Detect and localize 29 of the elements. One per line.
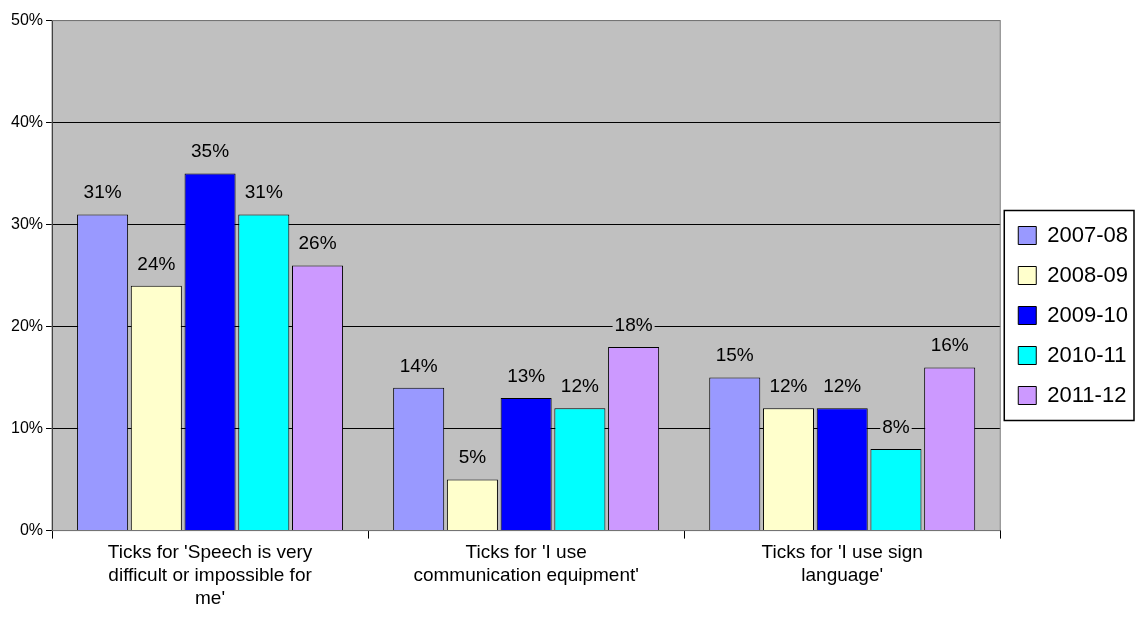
- data-label: 13%: [507, 364, 546, 386]
- legend-label: 2009-10: [1047, 301, 1129, 327]
- x-tick-label: Ticks for 'I use sign language': [761, 541, 923, 586]
- data-label: 16%: [930, 334, 969, 356]
- y-tick-label: 40%: [10, 113, 44, 131]
- x-tick-label: Ticks for 'I use communication equipment': [413, 541, 639, 586]
- y-tick-label: 0%: [19, 521, 44, 539]
- y-tick-label: 30%: [10, 215, 44, 233]
- y-tick-label: 20%: [10, 317, 44, 335]
- data-label: 35%: [191, 140, 230, 162]
- data-label: 15%: [715, 344, 754, 366]
- data-label: 14%: [399, 354, 438, 376]
- data-label: 12%: [560, 374, 599, 396]
- y-tick-label: 10%: [10, 419, 44, 437]
- legend-label: 2007-08: [1047, 221, 1129, 247]
- legend-label: 2011-12: [1047, 381, 1127, 407]
- data-label: 12%: [769, 374, 808, 396]
- data-label: 8%: [882, 415, 910, 437]
- y-tick-label: 50%: [10, 11, 44, 29]
- x-tick-label: Ticks for 'Speech is very difficult or impossible for me': [107, 541, 313, 608]
- data-label: 5%: [458, 446, 487, 468]
- data-label: 12%: [823, 374, 862, 396]
- legend-label: 2008-09: [1047, 261, 1129, 287]
- data-label: 31%: [244, 181, 283, 203]
- legend-label: 2010-11: [1047, 341, 1127, 367]
- data-label: 26%: [298, 232, 337, 254]
- data-label: 31%: [83, 181, 122, 203]
- data-label: 18%: [614, 313, 653, 335]
- data-label: 24%: [137, 252, 176, 274]
